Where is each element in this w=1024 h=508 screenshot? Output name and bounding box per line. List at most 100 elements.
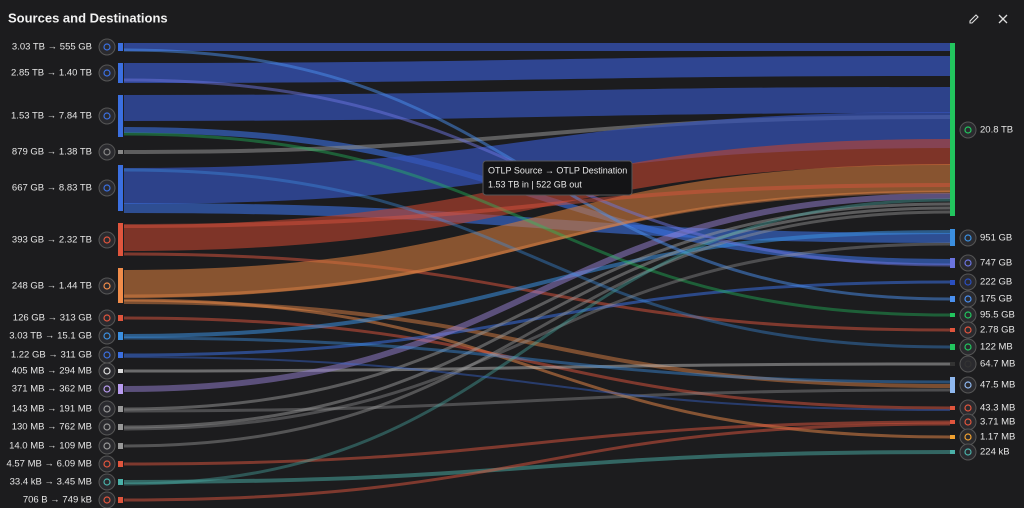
source-icon: [98, 346, 116, 364]
link: [123, 300, 951, 388]
source-label: 3.03 TB → 555 GB: [12, 42, 92, 53]
link: [123, 168, 951, 349]
link: [123, 336, 951, 384]
panel-title: Sources and Destinations: [8, 10, 168, 25]
destination-icon: [959, 229, 977, 247]
tooltip: OTLP Source → OTLP Destination 1.53 TB i…: [482, 160, 633, 196]
source-icon: [98, 455, 116, 473]
link: [123, 356, 951, 411]
destination-icon: [959, 428, 977, 446]
destination-icon-glyph: [964, 278, 972, 286]
destination-node: [950, 377, 955, 393]
destination-label: 3.71 MB: [980, 417, 1015, 428]
destination-icon-glyph: [964, 326, 972, 334]
destination-icon-glyph: [964, 418, 972, 426]
destination-icon: [959, 121, 977, 139]
link: [123, 420, 951, 466]
source-icon: [98, 107, 116, 125]
destination-node: [950, 344, 955, 350]
link: [123, 87, 951, 121]
source-icon: [98, 362, 116, 380]
link: [123, 164, 951, 298]
source-label: 3.03 TB → 15.1 GB: [9, 331, 92, 342]
source-icon: [98, 491, 116, 508]
destination-icon-glyph: [964, 404, 972, 412]
source-icon-glyph: [103, 385, 111, 393]
destination-label: 175 GB: [980, 294, 1012, 305]
source-node: [118, 497, 123, 503]
destination-icon-glyph: [964, 259, 972, 267]
destination-node: [950, 406, 955, 410]
source-icon: [98, 380, 116, 398]
link: [123, 450, 951, 484]
link: [123, 242, 951, 431]
close-icon: [998, 14, 1008, 24]
source-node: [118, 352, 123, 358]
destination-icon: [959, 413, 977, 431]
tooltip-detail: 1.53 TB in | 522 GB out: [488, 179, 582, 189]
link: [123, 198, 951, 486]
source-icon-glyph: [103, 112, 111, 120]
link: [123, 112, 951, 204]
source-icon-glyph: [103, 148, 111, 156]
close-button[interactable]: [998, 14, 1008, 24]
source-node: [118, 384, 123, 394]
source-node: [118, 479, 123, 485]
source-icon-glyph: [103, 282, 111, 290]
source-label: 1.53 TB → 7.84 TB: [11, 111, 92, 122]
source-node: [118, 461, 123, 467]
source-label: 130 MB → 762 MB: [12, 422, 92, 433]
source-node: [118, 424, 123, 430]
destination-icon-glyph: [964, 311, 972, 319]
destination-label: 2.78 GB: [980, 325, 1015, 336]
destination-icon: [959, 321, 977, 339]
destination-icon: [959, 443, 977, 461]
links: [123, 42, 951, 502]
source-node: [118, 315, 123, 321]
link: [123, 210, 951, 448]
source-icon-glyph: [103, 423, 111, 431]
source-icon: [98, 277, 116, 295]
link: [123, 230, 951, 338]
source-icon: [98, 64, 116, 82]
destination-label: 122 MB: [980, 342, 1013, 353]
source-node: [118, 43, 123, 51]
source-label: 667 GB → 8.83 TB: [12, 183, 92, 194]
destination-node: [950, 258, 955, 268]
destination-icon-glyph: [964, 433, 972, 441]
link: [123, 132, 951, 317]
source-label: 1.22 GB → 311 GB: [11, 350, 92, 361]
link: [123, 183, 951, 228]
source-icon: [98, 418, 116, 436]
edit-button[interactable]: [969, 14, 979, 24]
source-label: 14.0 MB → 109 MB: [9, 441, 92, 452]
source-label: 248 GB → 1.44 TB: [12, 281, 92, 292]
destination-node: [950, 229, 955, 246]
destination-node: [950, 43, 955, 216]
source-node: [118, 95, 123, 137]
destination-icon-glyph: [964, 343, 972, 351]
destination-icon-glyph: [964, 126, 972, 134]
source-node: [118, 150, 123, 154]
source-node: [118, 406, 123, 412]
tooltip-box: [482, 160, 633, 196]
tooltip-title: OTLP Source → OTLP Destination: [488, 165, 627, 175]
source-label: 706 B → 749 kB: [23, 495, 92, 506]
source-icon-glyph: [103, 184, 111, 192]
destination-icon-glyph: [964, 448, 972, 456]
source-label: 33.4 kB → 3.45 MB: [10, 477, 92, 488]
source-node: [118, 223, 123, 256]
destination-icon-glyph: [964, 360, 972, 368]
edit-icon: [969, 14, 979, 24]
source-label: 2.85 TB → 1.40 TB: [11, 68, 92, 79]
link: [123, 362, 951, 373]
destination-icon: [959, 376, 977, 394]
destination-icon: [959, 254, 977, 272]
source-icon: [98, 309, 116, 327]
source-icon: [98, 38, 116, 56]
destination-label: 222 GB: [980, 277, 1012, 288]
destination-node: [950, 328, 955, 332]
source-node: [118, 443, 123, 449]
source-icon: [98, 231, 116, 249]
